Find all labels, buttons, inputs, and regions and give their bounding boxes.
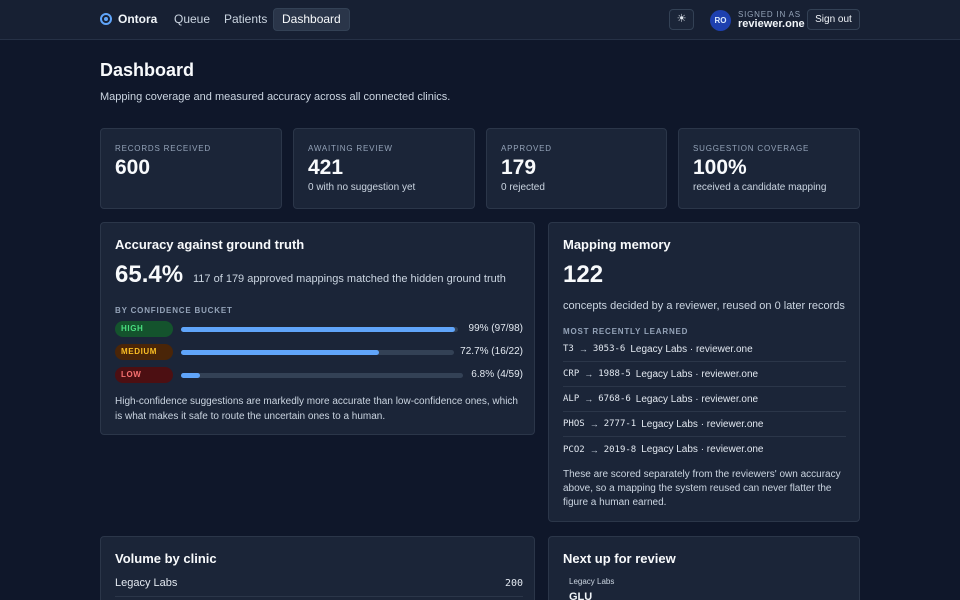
signed-in-user: reviewer.one <box>738 18 805 30</box>
loinc-code: 6768-6 <box>598 394 631 404</box>
stat-note: 0 with no suggestion yet <box>308 182 416 193</box>
stat-label: RECORDS RECEIVED <box>115 144 211 153</box>
bucket-fill <box>181 327 456 332</box>
bucket-fill <box>181 373 201 378</box>
stat-card-coverage: SUGGESTION COVERAGE 100% received a cand… <box>678 128 860 209</box>
stat-value: 179 <box>501 156 537 179</box>
list-item[interactable]: PCO2 → 2019-8 Legacy Labs · reviewer.one <box>563 437 846 462</box>
bucket-row-high: HIGH 99% (97/98) <box>115 321 523 337</box>
sun-icon: ☀ <box>676 13 687 25</box>
bucket-heading: BY CONFIDENCE BUCKET <box>115 306 233 315</box>
bucket-pill: LOW <box>115 367 173 383</box>
memory-card: Mapping memory 122 concepts decided by a… <box>548 222 860 522</box>
arrow-right-icon: → <box>578 344 588 354</box>
accuracy-card: Accuracy against ground truth 65.4% 117 … <box>100 222 535 435</box>
card-title: Volume by clinic <box>115 551 217 566</box>
card-title: Next up for review <box>563 551 676 566</box>
source-code: PCO2 <box>563 444 585 455</box>
bucket-pill: MEDIUM <box>115 344 173 360</box>
arrow-right-icon: → <box>589 419 599 429</box>
list-item[interactable]: PHOS → 2777-1 Legacy Labs · reviewer.one <box>563 412 846 437</box>
nav-link-queue[interactable]: Queue <box>174 12 211 26</box>
sign-out-button[interactable]: Sign out <box>807 9 860 30</box>
arrow-right-icon: → <box>584 369 594 379</box>
source-code: T3 <box>563 344 574 354</box>
accuracy-description: 117 of 179 approved mappings matched the… <box>193 273 506 285</box>
volume-card: Volume by clinic Legacy Labs 200 <box>100 536 535 600</box>
bucket-row-medium: MEDIUM 72.7% (16/22) <box>115 344 523 360</box>
avatar: RO <box>710 10 731 31</box>
next-up-card: Next up for review Legacy Labs GLU <box>548 536 860 600</box>
nav-link-dashboard[interactable]: Dashboard <box>273 8 350 31</box>
list-item[interactable]: T3 → 3053-6 Legacy Labs · reviewer.one <box>563 337 846 362</box>
card-title: Mapping memory <box>563 237 671 252</box>
bucket-percent: 72.7% (16/22) <box>460 346 523 357</box>
theme-toggle-button[interactable]: ☀ <box>669 9 694 30</box>
nav-link-patients[interactable]: Patients <box>224 12 268 26</box>
stat-note: 0 rejected <box>501 182 545 193</box>
stat-label: APPROVED <box>501 144 552 153</box>
bucket-percent: 6.8% (4/59) <box>471 369 523 380</box>
mapping-source: Legacy Labs · reviewer.one <box>635 393 759 405</box>
mapping-source: Legacy Labs · reviewer.one <box>630 343 753 355</box>
next-clinic: Legacy Labs <box>569 577 615 586</box>
arrow-right-icon: → <box>584 394 594 404</box>
brand-name: Ontora <box>118 12 158 26</box>
stat-value: 100% <box>693 156 747 179</box>
target-logo-icon <box>100 13 112 25</box>
source-code: PHOS <box>563 419 585 429</box>
accuracy-footer: High-confidence suggestions are markedly… <box>115 396 518 422</box>
bucket-percent: 99% (97/98) <box>468 323 523 334</box>
stat-value: 421 <box>308 156 344 179</box>
stat-value: 600 <box>115 156 151 179</box>
source-code: CRP <box>563 369 580 379</box>
stat-note: received a candidate mapping <box>693 182 827 193</box>
bucket-track <box>181 350 454 355</box>
stat-card-records: RECORDS RECEIVED 600 <box>100 128 282 209</box>
clinic-name: Legacy Labs <box>115 577 178 589</box>
list-item[interactable]: ALP → 6768-6 Legacy Labs · reviewer.one <box>563 387 846 412</box>
page-title: Dashboard <box>100 60 195 80</box>
mapping-source: Legacy Labs · reviewer.one <box>641 418 764 430</box>
brand[interactable]: Ontora <box>100 12 157 26</box>
loinc-code: 1988-5 <box>598 369 631 379</box>
stat-label: AWAITING REVIEW <box>308 144 393 153</box>
arrow-right-icon: → <box>589 444 599 455</box>
page-subtitle: Mapping coverage and measured accuracy a… <box>100 91 451 103</box>
stat-card-awaiting: AWAITING REVIEW 421 0 with no suggestion… <box>293 128 475 209</box>
accuracy-value: 65.4% <box>115 261 184 288</box>
memory-list: T3 → 3053-6 Legacy Labs · reviewer.one C… <box>563 337 846 462</box>
mapping-source: Legacy Labs · reviewer.one <box>641 444 764 455</box>
memory-description: concepts decided by a reviewer, reused o… <box>563 300 845 312</box>
bucket-pill: HIGH <box>115 321 173 337</box>
stat-card-approved: APPROVED 179 0 rejected <box>486 128 667 209</box>
stat-label: SUGGESTION COVERAGE <box>693 144 810 153</box>
memory-value: 122 <box>563 261 604 288</box>
card-title: Accuracy against ground truth <box>115 237 305 252</box>
signed-in-caption: SIGNED IN AS <box>738 10 801 19</box>
loinc-code: 2019-8 <box>603 444 637 455</box>
loinc-code: 3053-6 <box>592 344 626 354</box>
source-code: ALP <box>563 394 580 404</box>
loinc-code: 2777-1 <box>603 419 637 429</box>
next-code[interactable]: GLU <box>569 591 593 600</box>
top-nav: Ontora Queue Patients Dashboard ☀ RO SIG… <box>0 0 960 40</box>
clinic-count: 200 <box>504 578 523 589</box>
bucket-row-low: LOW 6.8% (4/59) <box>115 367 523 383</box>
list-item[interactable]: CRP → 1988-5 Legacy Labs · reviewer.one <box>563 362 846 387</box>
memory-footer: These are scored separately from the rev… <box>563 469 841 508</box>
bucket-track <box>181 327 458 332</box>
mapping-source: Legacy Labs · reviewer.one <box>635 368 759 380</box>
table-row: Legacy Labs 200 <box>115 577 523 597</box>
bucket-track <box>181 373 463 378</box>
bucket-fill <box>181 350 380 355</box>
memory-heading: MOST RECENTLY LEARNED <box>563 327 689 336</box>
